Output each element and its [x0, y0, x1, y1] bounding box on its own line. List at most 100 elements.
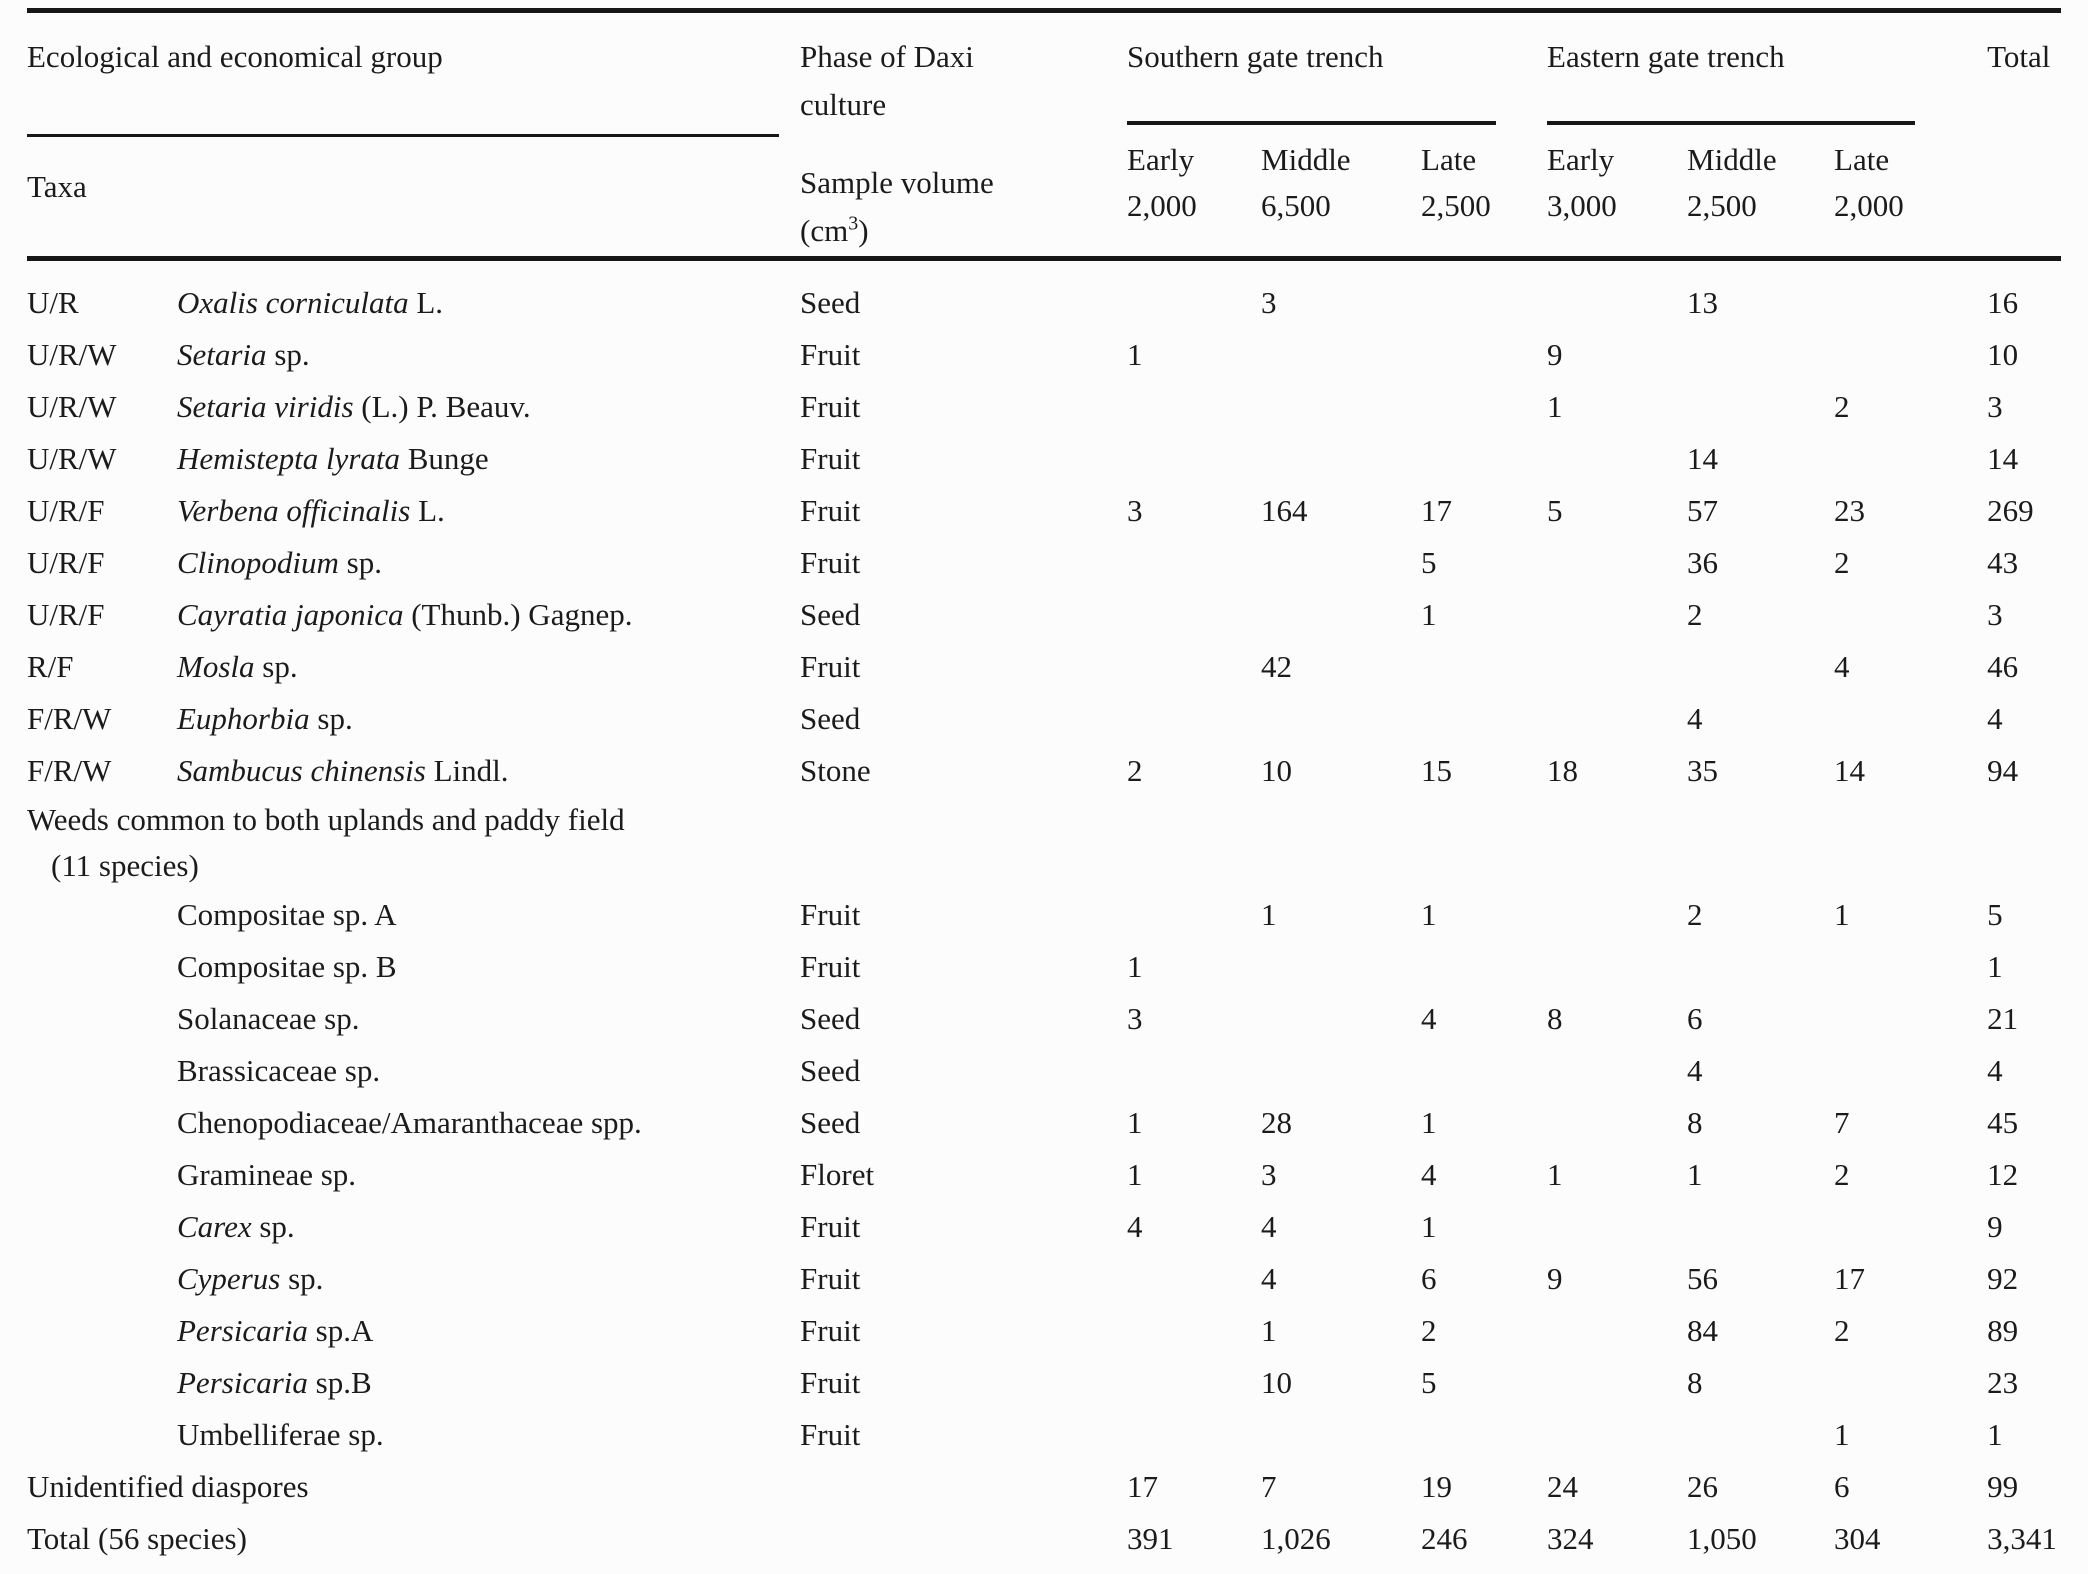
- value-cell: 6: [1834, 1469, 1850, 1504]
- value-cell: [1421, 1409, 1547, 1461]
- value-cell: [1834, 1357, 1987, 1409]
- taxon-name-italic: Cayratia japonica: [177, 597, 404, 632]
- taxon-cell: Clinopodium sp.: [177, 545, 382, 580]
- taxon-cell: Compositae sp. A: [177, 897, 397, 932]
- value-cell: [1547, 693, 1687, 745]
- value-cell: 1,026: [1261, 1521, 1331, 1556]
- value-cell: 84: [1687, 1313, 1719, 1348]
- value-cell: 9: [1547, 337, 1563, 372]
- phase-cell: Seed: [800, 701, 861, 736]
- southern-trench-header-cell: Southern gate trench Early 2,000 Middle …: [1127, 10, 1548, 261]
- phase-cell: Floret: [800, 1157, 875, 1192]
- total-cell: 4: [1987, 1053, 2003, 1088]
- eastern-trench-label: Eastern gate trench: [1547, 39, 1785, 74]
- taxon-cell: Mosla sp.: [177, 649, 298, 684]
- phase-header-label: Phase of Daxi culture: [800, 39, 974, 122]
- taxon-name-italic: Verbena officinalis: [177, 493, 411, 528]
- taxon-name-italic: Mosla: [177, 649, 255, 684]
- total-header-label: Total: [1987, 39, 2051, 74]
- group-code-cell: U/R/F: [27, 597, 105, 632]
- total-cell: 45: [1987, 1105, 2019, 1140]
- value-cell: [1834, 1045, 1987, 1097]
- taxon-cell: Setaria viridis (L.) P. Beauv.: [177, 389, 531, 424]
- value-cell: [1127, 693, 1261, 745]
- group-code-cell: U/R/W: [27, 441, 117, 476]
- table-row: Compositae sp. A Fruit 1 1 2 1 5: [27, 889, 2061, 941]
- value-cell: [1421, 1045, 1547, 1097]
- table-row: U/R/W Setaria viridis (L.) P. Beauv. Fruit…: [27, 381, 2061, 433]
- value-cell: 15: [1421, 753, 1453, 788]
- group-header-label: Ecological and economical group: [27, 39, 443, 74]
- value-cell: 304: [1834, 1521, 1881, 1556]
- eastern-subcolumns: Early 3,000 Middle 2,500 Late 2,000: [1547, 137, 1987, 229]
- value-cell: [1421, 693, 1547, 745]
- value-cell: [1261, 941, 1421, 993]
- southern-early-header: Early 2,000: [1127, 142, 1197, 223]
- table-row: F/R/W Sambucus chinensis Lindl. Stone 2 10 15…: [27, 745, 2061, 797]
- value-cell: 1: [1261, 1313, 1277, 1348]
- table-row: Solanaceae sp. Seed 3 4 8 6 21: [27, 993, 2061, 1045]
- value-cell: [1421, 329, 1547, 381]
- table-body: U/R Oxalis corniculata L. Seed 3 13 16 U/R/W Se…: [27, 259, 2061, 1566]
- value-cell: 1: [1127, 1105, 1143, 1140]
- taxon-cell: Persicaria sp.B: [177, 1365, 372, 1400]
- table-row: Umbelliferae sp. Fruit 1 1: [27, 1409, 2061, 1461]
- value-cell: 8: [1687, 1105, 1703, 1140]
- value-cell: 1: [1127, 1157, 1143, 1192]
- taxon-name-italic: Persicaria: [177, 1365, 308, 1400]
- value-cell: 2: [1834, 1313, 1850, 1348]
- eastern-late-header: Late 2,000: [1834, 142, 1904, 223]
- taxon-cell: Cyperus sp.: [177, 1261, 324, 1296]
- value-cell: 8: [1547, 1001, 1563, 1036]
- value-cell: [1127, 1409, 1261, 1461]
- value-cell: 1: [1834, 1417, 1850, 1452]
- total-cell: 10: [1987, 337, 2019, 372]
- value-cell: 10: [1261, 1365, 1293, 1400]
- value-cell: 57: [1687, 493, 1719, 528]
- value-cell: 1: [1421, 597, 1437, 632]
- section-row: Weeds common to both uplands and paddy f…: [27, 797, 2061, 889]
- value-cell: [1127, 589, 1261, 641]
- taxon-name-italic: Oxalis corniculata: [177, 285, 409, 320]
- header-row: Ecological and economical group Taxa Pha…: [27, 10, 2062, 261]
- value-cell: [1834, 993, 1987, 1045]
- value-cell: 3: [1127, 1001, 1143, 1036]
- value-cell: 1: [1261, 897, 1277, 932]
- taxon-cell: Compositae sp. B: [177, 949, 397, 984]
- value-cell: [1687, 1201, 1834, 1253]
- value-cell: [1547, 889, 1687, 941]
- phase-cell: Fruit: [800, 897, 861, 932]
- value-cell: 2: [1834, 1157, 1850, 1192]
- value-cell: 10: [1261, 753, 1293, 788]
- taxon-cell: Persicaria sp.A: [177, 1313, 374, 1348]
- phase-cell: Fruit: [800, 1417, 861, 1452]
- group-code-cell: [27, 1305, 177, 1357]
- value-cell: 1: [1687, 1157, 1703, 1192]
- value-cell: 4: [1127, 1209, 1143, 1244]
- eastern-middle-header: Middle 2,500: [1687, 142, 1777, 223]
- phase-cell: Fruit: [800, 1261, 861, 1296]
- value-cell: [1261, 537, 1421, 589]
- value-cell: [1547, 941, 1687, 993]
- table-row: U/R/W Hemistepta lyrata Bunge Fruit 14 14: [27, 433, 2061, 485]
- value-cell: 7: [1261, 1469, 1277, 1504]
- value-cell: [1421, 941, 1547, 993]
- value-cell: [1687, 329, 1834, 381]
- value-cell: 28: [1261, 1105, 1293, 1140]
- value-cell: [1834, 1201, 1987, 1253]
- value-cell: 3: [1261, 285, 1277, 320]
- group-code-cell: [27, 1045, 177, 1097]
- taxon-cell: Umbelliferae sp.: [177, 1417, 384, 1452]
- value-cell: 3: [1127, 493, 1143, 528]
- total-cell: 5: [1987, 897, 2003, 932]
- group-code-cell: [27, 941, 177, 993]
- total-cell: 21: [1987, 1001, 2019, 1036]
- taxon-cell: Gramineae sp.: [177, 1157, 357, 1192]
- value-cell: 1: [1421, 1105, 1437, 1140]
- value-cell: [1421, 381, 1547, 433]
- value-cell: [1421, 641, 1547, 693]
- taxon-cell: Sambucus chinensis Lindl.: [177, 753, 509, 788]
- value-cell: [1261, 433, 1421, 485]
- group-code-cell: [27, 1357, 177, 1409]
- value-cell: [1687, 1409, 1834, 1461]
